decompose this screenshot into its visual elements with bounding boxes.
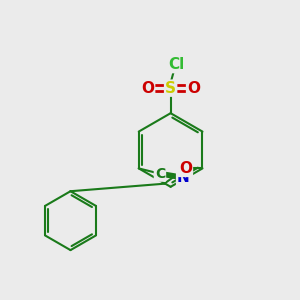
Text: Cl: Cl	[168, 57, 184, 72]
Text: N: N	[177, 170, 190, 185]
Text: O: O	[179, 161, 192, 176]
Text: O: O	[141, 81, 154, 96]
Text: S: S	[165, 81, 176, 96]
Text: C: C	[155, 167, 165, 181]
Text: O: O	[187, 81, 200, 96]
